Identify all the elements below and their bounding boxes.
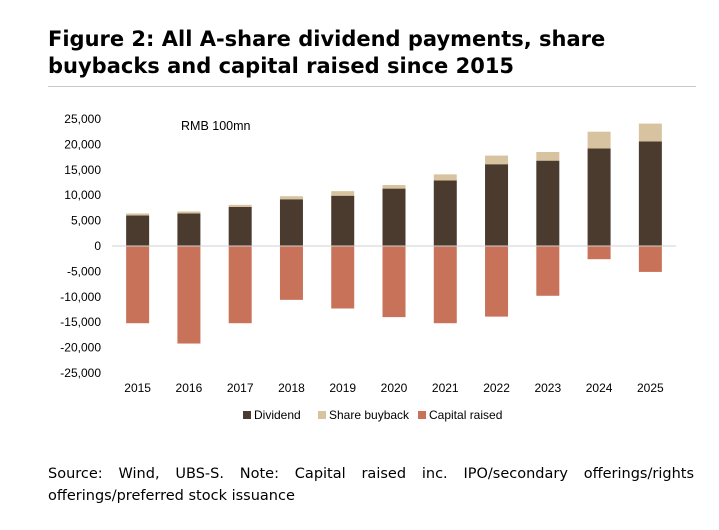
- bar-capital-raised-2016: [177, 246, 201, 344]
- x-tick-label: 2017: [227, 381, 254, 395]
- x-tick-label: 2016: [176, 381, 203, 395]
- bar-share-buyback-2024: [587, 131, 611, 149]
- bar-capital-raised-2015: [126, 246, 150, 324]
- legend: Dividend Share buyback Capital raised: [243, 408, 502, 422]
- legend-swatch-share-buyback: [318, 411, 326, 419]
- y-axis-ticks: 25,000 20,000 15,000 10,000 5,000 0 -5,000 -10,…: [60, 112, 101, 380]
- bar-share-buyback-2020: [382, 185, 406, 189]
- y-tick-label: 0: [94, 239, 101, 253]
- y-tick-label: -5,000: [67, 264, 101, 278]
- y-tick-label: -20,000: [60, 341, 101, 355]
- bar-dividend-2022: [485, 164, 509, 246]
- bar-dividend-2017: [228, 206, 252, 246]
- bar-share-buyback-2019: [331, 191, 355, 196]
- stacked-bar-chart: 25,000 20,000 15,000 10,000 5,000 0 -5,000 -10,…: [60, 112, 676, 422]
- y-tick-label: -10,000: [60, 290, 101, 304]
- bar-dividend-2020: [382, 188, 406, 246]
- y-tick-label: -15,000: [60, 315, 101, 329]
- bar-dividend-2016: [177, 213, 201, 246]
- source-note: Source: Wind, UBS-S. Note: Capital raise…: [48, 466, 694, 504]
- bar-capital-raised-2024: [587, 246, 611, 260]
- legend-label: Capital raised: [429, 408, 502, 422]
- bar-share-buyback-2025: [638, 123, 662, 142]
- legend-label: Share buyback: [329, 408, 410, 422]
- bar-capital-raised-2025: [638, 246, 662, 272]
- bar-share-buyback-2017: [228, 204, 252, 207]
- title-divider: [48, 86, 696, 87]
- bar-dividend-2021: [433, 180, 457, 246]
- x-tick-label: 2022: [483, 381, 510, 395]
- bar-share-buyback-2018: [279, 196, 303, 200]
- x-tick-label: 2020: [381, 381, 408, 395]
- legend-label: Dividend: [254, 408, 301, 422]
- unit-label: RMB 100mn: [181, 119, 251, 133]
- x-tick-label: 2019: [329, 381, 356, 395]
- bar-share-buyback-2023: [536, 152, 560, 161]
- bar-capital-raised-2021: [433, 246, 457, 324]
- bar-capital-raised-2018: [279, 246, 303, 300]
- legend-swatch-capital-raised: [418, 411, 426, 419]
- bars: [126, 123, 662, 344]
- bar-capital-raised-2022: [485, 246, 509, 317]
- x-tick-label: 2021: [432, 381, 459, 395]
- x-tick-label: 2018: [278, 381, 305, 395]
- y-tick-label: 25,000: [64, 112, 101, 126]
- x-tick-label: 2025: [637, 381, 664, 395]
- bar-share-buyback-2021: [433, 174, 457, 181]
- chart-title: Figure 2: All A-share dividend payments,…: [48, 27, 606, 78]
- x-tick-label: 2023: [534, 381, 561, 395]
- bar-share-buyback-2015: [126, 213, 150, 216]
- bar-capital-raised-2020: [382, 246, 406, 318]
- y-tick-label: 5,000: [71, 214, 101, 228]
- legend-swatch-dividend: [243, 411, 251, 419]
- bar-dividend-2015: [126, 215, 150, 246]
- bar-dividend-2024: [587, 148, 611, 246]
- y-tick-label: -25,000: [60, 366, 101, 380]
- bar-dividend-2023: [536, 160, 560, 246]
- bar-dividend-2025: [638, 141, 662, 246]
- bar-share-buyback-2022: [485, 155, 509, 165]
- y-tick-label: 15,000: [64, 163, 101, 177]
- y-tick-label: 20,000: [64, 137, 101, 151]
- x-axis-ticks: 2015 2016 2017 2018 2019 2020 2021 2022 2023 2024…: [124, 381, 664, 395]
- bar-capital-raised-2019: [331, 246, 355, 309]
- x-tick-label: 2024: [586, 381, 613, 395]
- bar-share-buyback-2016: [177, 211, 201, 214]
- bar-dividend-2018: [279, 199, 303, 246]
- x-tick-label: 2015: [124, 381, 151, 395]
- bar-capital-raised-2017: [228, 246, 252, 324]
- y-tick-label: 10,000: [64, 188, 101, 202]
- bar-capital-raised-2023: [536, 246, 560, 296]
- bar-dividend-2019: [331, 195, 355, 246]
